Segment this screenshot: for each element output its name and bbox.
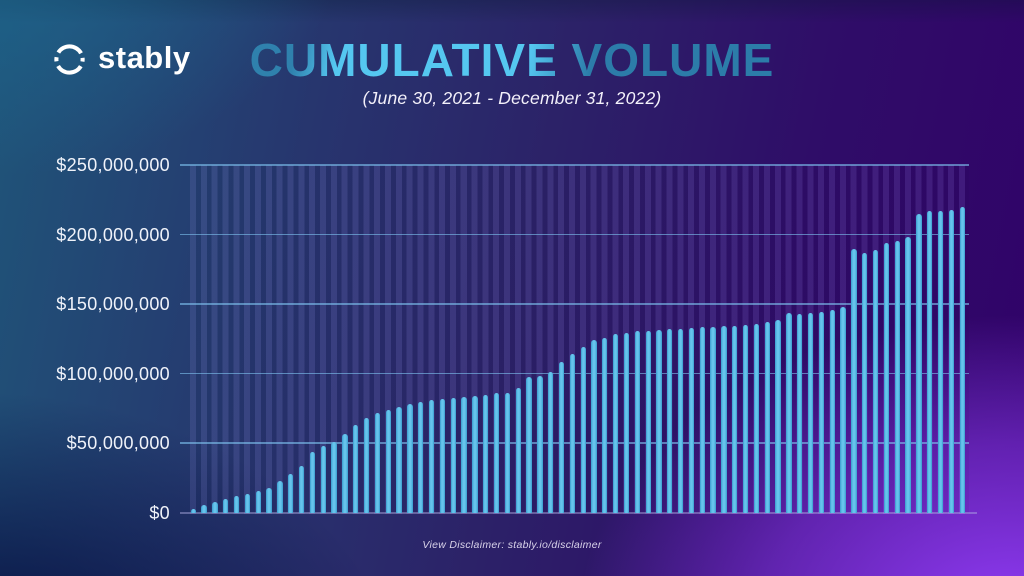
bar [634, 331, 640, 513]
bar [667, 329, 673, 513]
bar [396, 406, 402, 513]
bar [775, 319, 781, 513]
bar [428, 400, 435, 513]
bar [807, 313, 814, 513]
bar [927, 210, 933, 513]
bar [656, 329, 662, 513]
bar [883, 242, 890, 513]
gridline [180, 233, 969, 236]
bar [363, 418, 370, 513]
gridline [180, 303, 969, 305]
chart-title: CUMULATIVE VOLUME [249, 34, 775, 86]
chart-subtitle: (June 30, 2021 - December 31, 2022) [362, 88, 662, 109]
bar [407, 403, 413, 513]
bar [894, 240, 900, 513]
bar [732, 325, 738, 513]
stably-logo: stably [52, 42, 191, 77]
bar [905, 237, 911, 513]
bar [688, 327, 695, 513]
bar [613, 334, 619, 513]
plot-area [180, 164, 977, 514]
bar [320, 445, 326, 513]
bar [645, 330, 651, 513]
bar [515, 388, 521, 513]
bar [829, 309, 835, 513]
bar [385, 410, 391, 513]
bar [342, 433, 348, 513]
bar [212, 501, 218, 513]
dashed-circle-icon [54, 44, 85, 75]
bar [591, 339, 597, 513]
gridline [180, 512, 977, 514]
bar [472, 396, 478, 513]
y-axis-label: $100,000,000 [56, 363, 170, 384]
y-axis-label: $200,000,000 [56, 224, 170, 245]
bar [742, 325, 749, 513]
bar [818, 311, 825, 513]
bar [872, 249, 879, 513]
bar [288, 474, 294, 513]
bar [190, 508, 196, 513]
bar [483, 395, 489, 513]
bar [504, 393, 511, 513]
bar [764, 322, 770, 513]
bar [277, 480, 283, 513]
bar [374, 413, 381, 513]
bar [439, 398, 446, 513]
bar [461, 396, 467, 513]
bar [786, 312, 792, 513]
bar [851, 248, 857, 513]
disclaimer-text: View Disclaimer: stably.io/disclaimer [422, 539, 602, 551]
bar [721, 326, 727, 513]
y-axis-label: $0 [149, 503, 170, 523]
gridline [180, 164, 969, 166]
y-axis-label: $250,000,000 [56, 155, 170, 175]
y-axis-label: $150,000,000 [56, 294, 170, 315]
bar [602, 338, 608, 513]
bar [569, 353, 575, 513]
bar [450, 398, 456, 513]
bar [678, 328, 684, 513]
bar [948, 210, 955, 513]
bar [255, 490, 261, 513]
bar [298, 465, 305, 513]
bar [266, 487, 272, 513]
bar [244, 494, 251, 513]
bar [331, 442, 337, 513]
bar [309, 452, 316, 513]
bar [418, 401, 424, 513]
bar [537, 375, 543, 513]
bar [753, 324, 760, 513]
bar [623, 333, 630, 513]
bar [493, 392, 500, 513]
bar [797, 313, 803, 513]
bar [862, 252, 868, 513]
bar [526, 377, 532, 513]
bar [201, 505, 207, 513]
brand-name: stably [98, 40, 191, 75]
bar [937, 210, 944, 513]
title-block: CUMULATIVE VOLUME (June 30, 2021 - Decem… [0, 36, 1024, 109]
bar [353, 425, 359, 513]
bar [699, 327, 705, 513]
bar [223, 499, 229, 513]
bar [916, 213, 922, 513]
bar [959, 206, 965, 513]
bar [233, 496, 240, 513]
bar [580, 346, 586, 513]
bar [548, 372, 554, 513]
y-axis-label: $50,000,000 [66, 433, 170, 454]
bar [840, 306, 846, 513]
bar [558, 361, 565, 513]
bar [710, 327, 716, 513]
